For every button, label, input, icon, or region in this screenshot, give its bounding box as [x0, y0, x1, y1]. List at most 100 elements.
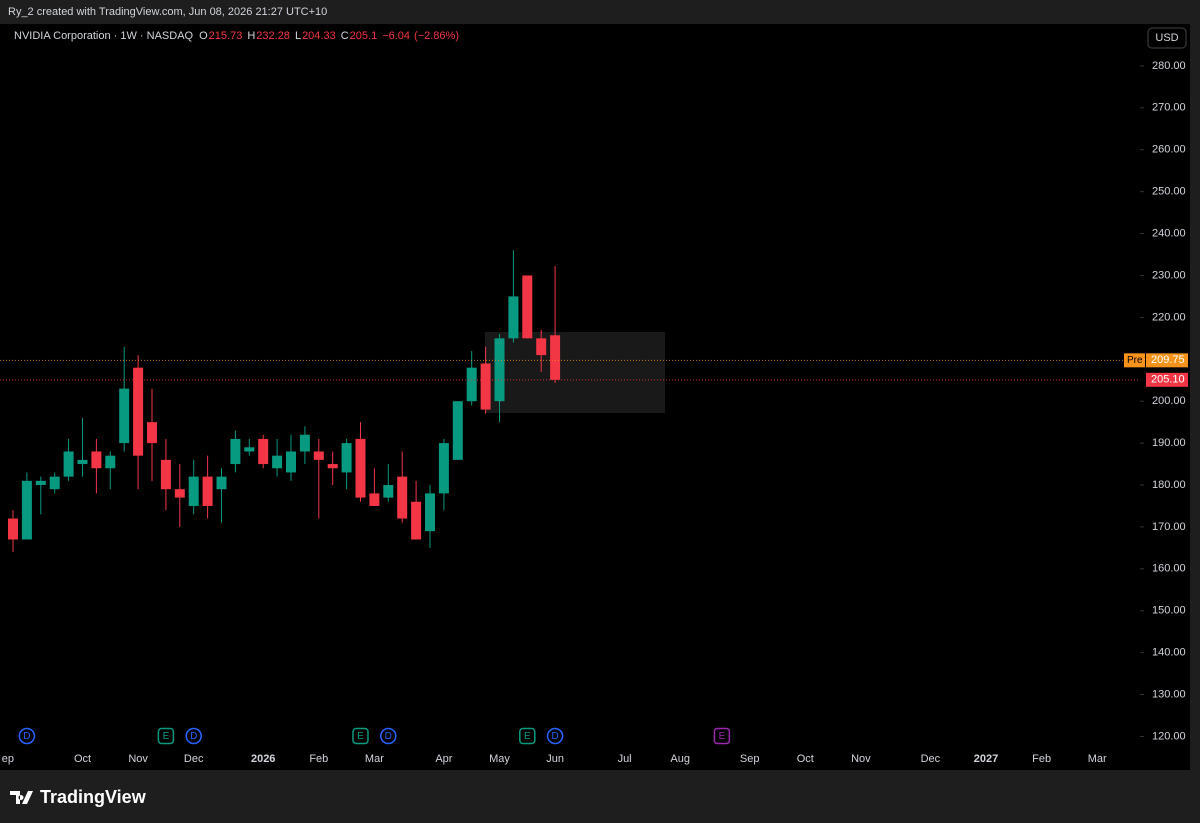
- candle-body: [299, 434, 310, 452]
- candle-body: [397, 476, 408, 519]
- y-tick-label: 270.00: [1152, 102, 1186, 114]
- x-tick-label: Mar: [1088, 753, 1107, 765]
- brand: TradingView: [40, 787, 147, 807]
- event-label: E: [524, 731, 531, 742]
- x-tick-label: Feb: [1032, 753, 1051, 765]
- event-label: E: [357, 731, 364, 742]
- legend-value: 205.1: [350, 30, 378, 42]
- event-icon: [157, 727, 175, 745]
- candle-body: [536, 338, 547, 356]
- candle-body: [202, 476, 213, 506]
- x-tick-label: 2027: [974, 753, 998, 765]
- candle-body: [91, 451, 102, 469]
- legend-value: 215.73: [209, 30, 243, 42]
- x-tick-label: Sep: [740, 753, 760, 765]
- price-tag-name: Pre: [1127, 355, 1143, 366]
- y-tick-label: 120.00: [1152, 730, 1186, 742]
- price-tag-label: 205.10: [1151, 374, 1185, 386]
- candle-body: [119, 388, 130, 444]
- price-tag: [1146, 372, 1188, 387]
- y-tick-label: 200.00: [1152, 395, 1186, 407]
- y-tick-label: 150.00: [1152, 605, 1186, 617]
- x-tick-label: Feb: [309, 753, 328, 765]
- candle-body: [369, 493, 380, 506]
- candle-body: [341, 443, 352, 473]
- x-tick-label: Nov: [851, 753, 871, 765]
- candle-body: [174, 489, 185, 498]
- x-tick-label: Oct: [797, 753, 814, 765]
- legend-value: 204.33: [302, 30, 336, 42]
- y-tick-label: 280.00: [1152, 60, 1186, 72]
- x-tick-label: Jul: [618, 753, 632, 765]
- legend: NVIDIA Corporation · 1W · NASDAQ O 215.73 H…: [14, 30, 459, 42]
- legend-text: (−2.86%): [414, 30, 459, 42]
- event-icon: [380, 727, 397, 745]
- candle-body: [230, 438, 241, 465]
- y-tick-label: 140.00: [1152, 647, 1186, 659]
- event-icon: [546, 727, 564, 745]
- x-tick-label: 2026: [251, 753, 275, 765]
- credit: Ry_2 created with TradingView.com, Jun 0…: [8, 6, 327, 18]
- x-tick-label: Apr: [435, 753, 452, 765]
- candle-body: [355, 438, 366, 498]
- y-tick-label: 220.00: [1152, 311, 1186, 323]
- legend-text: H: [247, 30, 255, 42]
- candle-body: [438, 443, 449, 494]
- event-label: D: [23, 731, 30, 742]
- x-tick-label: Dec: [184, 753, 204, 765]
- candle-body: [147, 422, 157, 444]
- candle-body: [286, 451, 296, 473]
- candle-body: [411, 501, 422, 540]
- x-tick-label: Mar: [365, 753, 384, 765]
- candle-body: [77, 459, 88, 465]
- candle-body: [466, 367, 477, 402]
- legend-value: 232.28: [256, 30, 290, 42]
- candle-body: [383, 485, 394, 498]
- candle-body: [244, 447, 255, 452]
- price-tag-name-box: [1124, 353, 1145, 368]
- candle-body: [35, 480, 46, 486]
- candle-body: [522, 275, 533, 339]
- event-label: D: [190, 731, 197, 742]
- candle-body: [133, 367, 144, 456]
- x-tick-label: Oct: [74, 753, 91, 765]
- event-label: E: [719, 731, 726, 742]
- candle-body: [272, 455, 283, 469]
- candle-body: [105, 455, 116, 469]
- candle-body: [480, 363, 491, 410]
- event-icon: [519, 727, 536, 745]
- legend-text: C: [341, 30, 349, 42]
- x-tick-label: Nov: [128, 753, 148, 765]
- logo-icon: [10, 791, 33, 804]
- currency-label[interactable]: USD: [1155, 32, 1178, 44]
- candle-body: [452, 401, 463, 460]
- price-tag-label: 209.75: [1151, 354, 1185, 366]
- y-tick-label: 160.00: [1152, 563, 1186, 575]
- candle-body: [550, 335, 561, 380]
- candle-body: [494, 338, 505, 402]
- x-tick-label: Dec: [921, 753, 941, 765]
- y-tick-label: 130.00: [1152, 688, 1186, 700]
- y-tick-label: 230.00: [1152, 269, 1186, 281]
- candle-body: [313, 451, 324, 460]
- currency-button[interactable]: [1147, 27, 1187, 49]
- event-label: D: [551, 731, 558, 742]
- x-tick-label: Jun: [546, 753, 564, 765]
- y-tick-label: 240.00: [1152, 227, 1186, 239]
- y-tick-label: 180.00: [1152, 479, 1186, 491]
- candle-body: [49, 476, 60, 490]
- candle-body: [258, 438, 269, 465]
- legend-text: −6.04: [382, 30, 410, 42]
- event-label: D: [385, 731, 392, 742]
- candle-body: [327, 464, 338, 469]
- candle-body: [216, 476, 227, 490]
- legend-text: NVIDIA Corporation · 1W · NASDAQ: [14, 30, 194, 42]
- event-label: E: [163, 731, 170, 742]
- y-tick-label: 190.00: [1152, 437, 1186, 449]
- legend-text: O: [199, 30, 208, 42]
- y-tick-label: 250.00: [1152, 186, 1186, 198]
- event-icon: [185, 727, 202, 745]
- price-tag: [1146, 353, 1188, 368]
- x-tick-label: Aug: [670, 753, 690, 765]
